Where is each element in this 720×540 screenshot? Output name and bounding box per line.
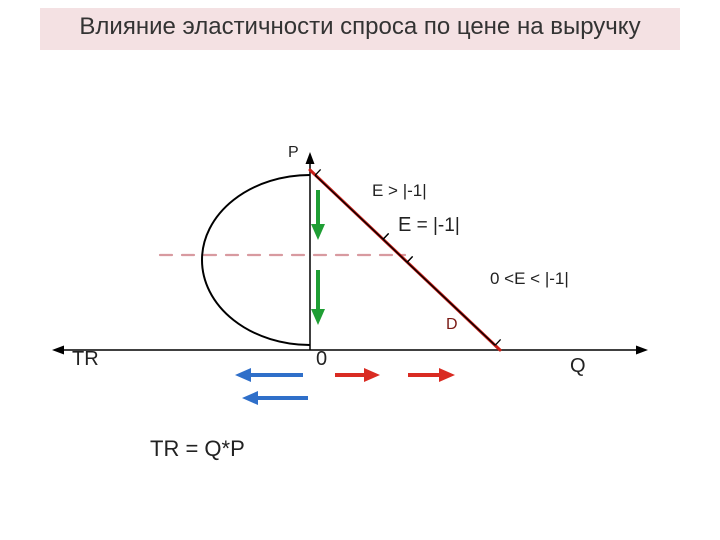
elasticity-diagram [0,50,720,510]
diagram-stage: P Q 0 TR D E > |-1| E = |-1| 0 <E < |-1|… [0,50,720,510]
elasticity-lt1: 0 <E < |-1| [490,269,569,289]
tr-axis-label: TR [72,348,99,371]
axis-label-p: P [288,144,299,162]
elasticity-eq1: E = |-1| [398,214,460,237]
formula-tr: TR = Q*P [150,436,245,462]
origin-label: 0 [316,348,327,371]
demand-label: D [446,316,458,334]
elasticity-gt1: E > |-1| [372,181,427,201]
elasticity-eq1-E: E [398,214,411,236]
elasticity-eq1-rest: = |-1| [411,215,459,236]
slide-title: Влияние эластичности спроса по цене на в… [40,8,680,50]
axis-label-q: Q [570,355,586,378]
